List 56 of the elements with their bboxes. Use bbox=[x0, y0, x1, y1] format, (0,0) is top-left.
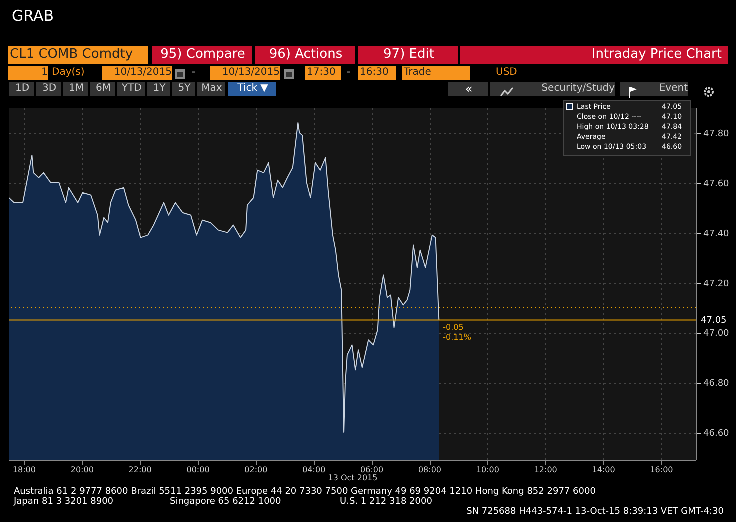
y-tick-label: 46.80 bbox=[704, 379, 730, 390]
text: 16:30 bbox=[358, 66, 396, 80]
text: 5Y bbox=[172, 82, 195, 96]
text: YTD bbox=[117, 82, 145, 96]
x-tick-label: 08:00 bbox=[418, 466, 442, 474]
x-tick-label: 20:00 bbox=[70, 466, 94, 474]
text: Japan 81 3 3201 8900 bbox=[12, 497, 115, 507]
text: 96) Actions bbox=[255, 46, 355, 64]
x-tick-label: 16:00 bbox=[650, 466, 674, 474]
ref-line-label: 47.05 bbox=[701, 316, 727, 326]
y-tick-label: 47.40 bbox=[704, 229, 730, 240]
x-tick-label: 18:00 bbox=[12, 466, 36, 474]
text: 6M bbox=[90, 82, 115, 96]
text: 1D bbox=[9, 82, 34, 96]
text: Max bbox=[197, 82, 225, 96]
x-tick-label: 04:00 bbox=[302, 466, 326, 474]
text: 10/13/2015 bbox=[210, 66, 280, 80]
x-tick-label: 12:00 bbox=[534, 466, 558, 474]
text: - bbox=[346, 66, 352, 80]
text: 10/13/2015 bbox=[102, 66, 172, 80]
text: 1 bbox=[8, 66, 48, 80]
x-axis-title: 13 Oct 2015 bbox=[328, 474, 378, 482]
text: 1Y bbox=[147, 82, 170, 96]
y-tick-label: 47.60 bbox=[704, 179, 730, 190]
text: Event bbox=[620, 82, 688, 96]
text: Day(s) bbox=[51, 66, 86, 80]
text: Trade bbox=[402, 66, 470, 80]
x-tick-label: 22:00 bbox=[128, 466, 152, 474]
text: 95) Compare bbox=[152, 46, 252, 64]
y-tick-label: 47.00 bbox=[704, 329, 730, 340]
y-tick-label: 47.20 bbox=[704, 279, 730, 290]
text: U.S. 1 212 318 2000 bbox=[339, 497, 434, 507]
x-tick-label: 06:00 bbox=[360, 466, 384, 474]
chart-title: Intraday Price Chart bbox=[460, 46, 728, 64]
text: 1M bbox=[63, 82, 88, 96]
annotation: -0.11% bbox=[443, 333, 472, 342]
text: Australia 61 2 9777 8600 Brazil 5511 2395 9000 Europe 44 20 7330 7500 Germany 49 69 9204 1210 Hong Kong 852 2977 6000 bbox=[13, 487, 597, 497]
text: Singapore 65 6212 1000 bbox=[169, 497, 282, 507]
x-tick-label: 14:00 bbox=[592, 466, 616, 474]
text: 3D bbox=[36, 82, 61, 96]
y-tick-label: 47.80 bbox=[704, 129, 730, 140]
text: - bbox=[191, 66, 197, 80]
text: Security/Study bbox=[490, 82, 615, 96]
text: 17:30 bbox=[305, 66, 341, 80]
x-tick-label: 00:00 bbox=[186, 466, 210, 474]
text: GRAB bbox=[11, 6, 55, 26]
annotation: -0.05 bbox=[443, 323, 464, 332]
chart-subtitle: CL1 COMB Comdty bbox=[8, 46, 148, 64]
text: « bbox=[448, 82, 488, 96]
text: SN 725688 H443-574-1 13-Oct-15 8:39:13 VET GMT-4:30 bbox=[466, 507, 724, 517]
x-tick-label: 02:00 bbox=[244, 466, 268, 474]
y-tick-label: 46.60 bbox=[704, 429, 730, 440]
x-tick-label: 10:00 bbox=[476, 466, 500, 474]
text: 97) Edit bbox=[358, 46, 458, 64]
text: USD bbox=[495, 66, 518, 80]
text: Tick ▼ bbox=[228, 82, 276, 96]
